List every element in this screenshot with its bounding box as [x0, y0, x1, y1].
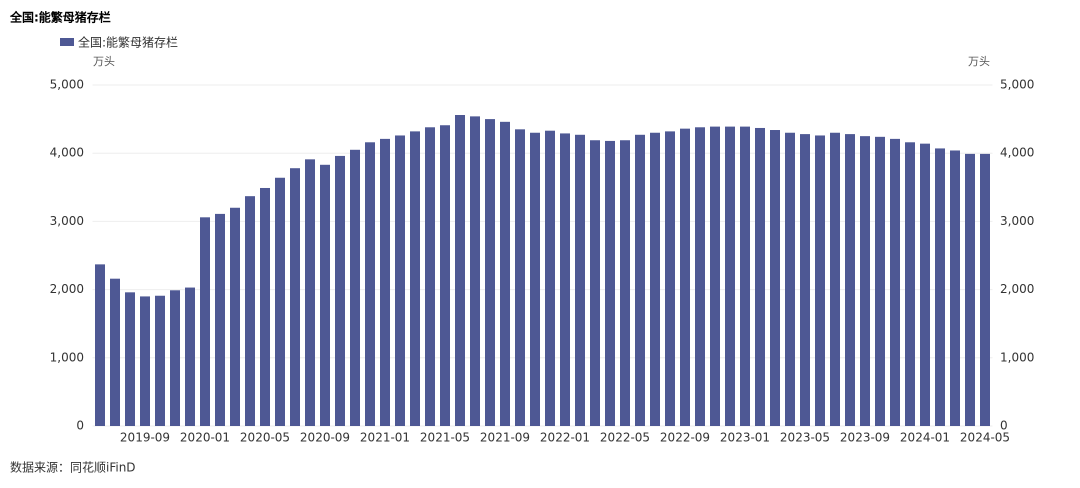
- bar: [395, 135, 405, 426]
- bar: [950, 150, 960, 427]
- y2-tick-label: 2,000: [1000, 282, 1034, 296]
- bar: [350, 149, 360, 427]
- x-tick-label: 2023-01: [720, 431, 770, 445]
- y-tick-label: 0: [76, 419, 84, 433]
- y-tick-label: 4,000: [50, 146, 84, 160]
- bar: [305, 159, 315, 426]
- x-tick-label: 2022-09: [660, 431, 710, 445]
- bar: [830, 132, 840, 427]
- bar: [905, 142, 915, 426]
- y2-unit: 万头: [968, 55, 990, 68]
- x-tick-label: 2022-05: [600, 431, 650, 445]
- x-tick-label: 2021-01: [360, 431, 410, 445]
- bar: [170, 290, 180, 426]
- y-tick-label: 5,000: [50, 78, 84, 92]
- bar: [185, 287, 195, 426]
- bar: [410, 131, 420, 426]
- bar: [425, 127, 435, 426]
- bar: [335, 155, 345, 427]
- bar: [200, 217, 210, 426]
- bar: [680, 128, 690, 426]
- bar: [245, 196, 255, 426]
- bar: [515, 129, 525, 426]
- x-tick-label: 2024-05: [960, 431, 1010, 445]
- bar: [770, 130, 780, 426]
- x-tick-label: 2020-05: [240, 431, 290, 445]
- y-tick-label: 2,000: [50, 282, 84, 296]
- x-tick-label: 2020-01: [180, 431, 230, 445]
- bar: [545, 130, 555, 426]
- bar: [290, 168, 300, 427]
- legend-swatch: [60, 38, 74, 46]
- bar: [440, 125, 450, 426]
- bar: [380, 138, 390, 427]
- y-unit: 万头: [93, 55, 115, 68]
- bar: [275, 177, 285, 426]
- bar: [320, 164, 330, 426]
- bar: [845, 134, 855, 426]
- bar: [260, 187, 270, 426]
- bar: [110, 278, 120, 426]
- y2-tick-label: 1,000: [1000, 350, 1034, 364]
- bar: [530, 132, 540, 427]
- bar: [455, 115, 465, 427]
- bar: [815, 135, 825, 426]
- bar: [740, 126, 750, 427]
- bar: [590, 140, 600, 426]
- y2-tick-label: 3,000: [1000, 214, 1034, 228]
- bar: [965, 153, 975, 426]
- bar: [365, 142, 375, 426]
- y-tick-label: 3,000: [50, 214, 84, 228]
- bar: [920, 143, 930, 427]
- x-tick-label: 2019-09: [120, 431, 170, 445]
- bar: [155, 295, 165, 426]
- source-note: 数据来源：同花顺iFinD: [10, 460, 136, 475]
- bar: [875, 136, 885, 426]
- x-tick-label: 2024-01: [900, 431, 950, 445]
- bar: [230, 207, 240, 426]
- bar: [95, 264, 105, 426]
- x-tick-label: 2022-01: [540, 431, 590, 445]
- bar: [500, 121, 510, 426]
- y2-tick-label: 4,000: [1000, 146, 1034, 160]
- bar: [620, 140, 630, 426]
- bar: [725, 126, 735, 427]
- x-tick-label: 2021-05: [420, 431, 470, 445]
- legend-label: 全国:能繁母猪存栏: [78, 35, 178, 50]
- bar: [665, 131, 675, 426]
- x-tick-label: 2023-05: [780, 431, 830, 445]
- bar: [890, 138, 900, 427]
- bar: [860, 136, 870, 426]
- bar: [935, 148, 945, 426]
- bar: [215, 213, 225, 426]
- bar: [140, 296, 150, 426]
- bar: [125, 292, 135, 426]
- bar: [470, 116, 480, 426]
- bar: [800, 134, 810, 426]
- bar: [635, 134, 645, 426]
- bar: [605, 140, 615, 426]
- x-tick-label: 2020-09: [300, 431, 350, 445]
- bar: [755, 127, 765, 426]
- y2-tick-label: 5,000: [1000, 78, 1034, 92]
- bar: [575, 134, 585, 426]
- bar: [695, 127, 705, 426]
- bar: [785, 132, 795, 427]
- bar: [710, 126, 720, 427]
- y2-tick-label: 0: [1000, 419, 1008, 433]
- chart-title: 全国:能繁母猪存栏: [9, 10, 111, 25]
- x-tick-label: 2021-09: [480, 431, 530, 445]
- bar: [485, 119, 495, 426]
- bar: [650, 132, 660, 427]
- x-tick-label: 2023-09: [840, 431, 890, 445]
- bar: [560, 133, 570, 426]
- y-tick-label: 1,000: [50, 350, 84, 364]
- bar: [980, 153, 990, 426]
